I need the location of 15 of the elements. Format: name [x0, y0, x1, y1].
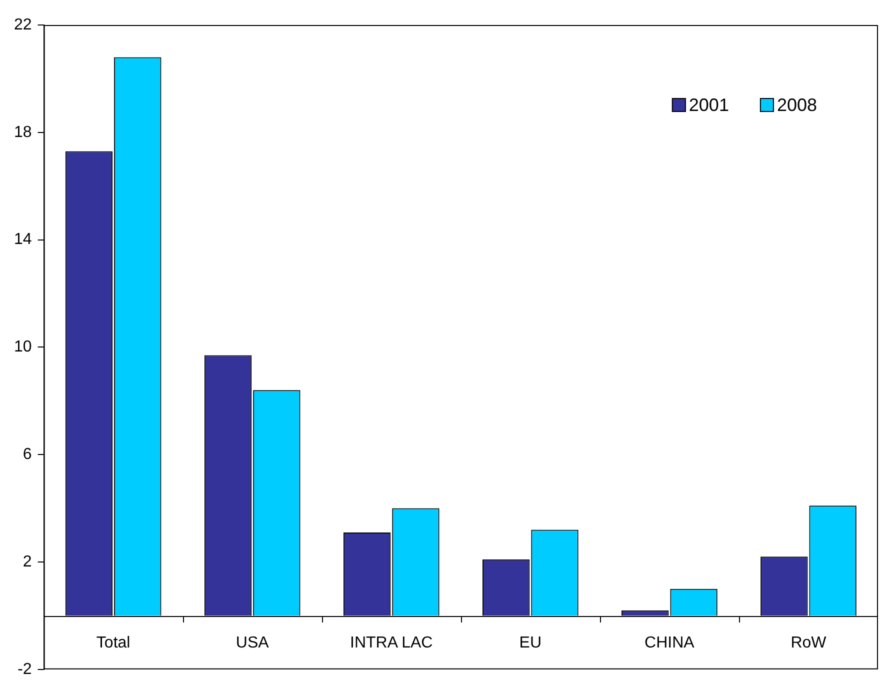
x-tick-label: EU: [519, 634, 542, 652]
x-tick-label: RoW: [790, 634, 828, 652]
x-tick-label: INTRA LAC: [350, 634, 433, 652]
legend-label: 2001: [688, 94, 729, 115]
x-tick-label: Total: [96, 634, 130, 652]
y-tick-label: 6: [22, 446, 32, 464]
x-tick-label: USA: [236, 634, 270, 652]
y-tick-label: -2: [18, 660, 32, 678]
x-tick-label: CHINA: [644, 634, 695, 652]
y-tick-label: 22: [14, 16, 32, 34]
y-tick-label: 10: [14, 338, 32, 356]
y-tick-label: 18: [14, 124, 32, 141]
y-tick-label: 2: [22, 553, 32, 570]
y-tick-label: 14: [14, 231, 32, 248]
legend-label: 2008: [776, 94, 818, 115]
